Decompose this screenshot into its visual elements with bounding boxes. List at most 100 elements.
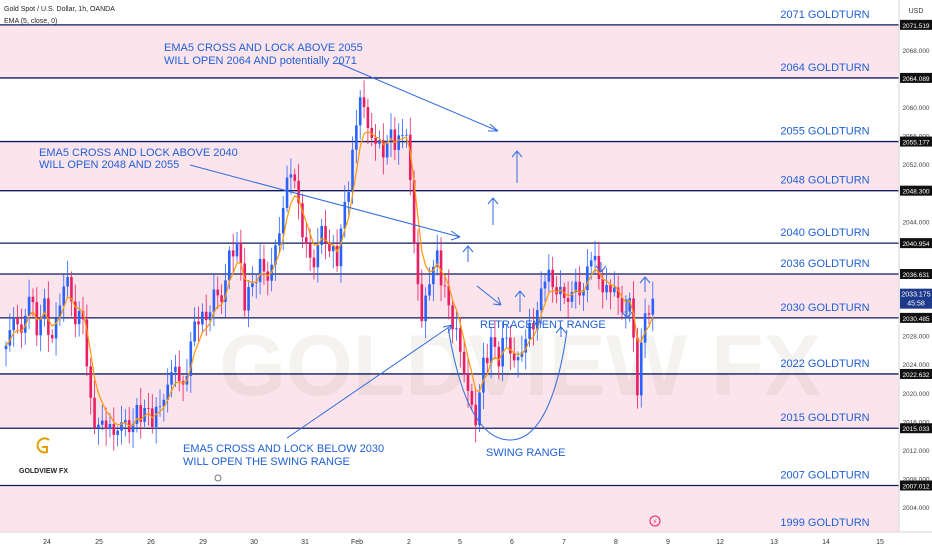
arrow-up-1 xyxy=(462,245,474,262)
ema-line xyxy=(5,131,654,427)
y-tick-11: 2004.000 xyxy=(902,505,929,512)
level-tag-bg-1 xyxy=(900,72,932,83)
lightning-event-icon[interactable] xyxy=(649,515,661,527)
level-label-4: 2040 GOLDTURN xyxy=(780,227,869,239)
candle-body-100 xyxy=(389,129,393,141)
candle-body-89 xyxy=(347,192,350,202)
level-price-tags: 2071.519 2064.089 2055.177 2048.300 2040.954… xyxy=(900,19,932,491)
candle-body-41 xyxy=(162,399,166,407)
candle-body-106 xyxy=(412,179,416,244)
chart-header: Gold Spot / U.S. Dollar, 1h, OANDA EMA (… xyxy=(4,6,115,25)
candle-body-63 xyxy=(247,287,250,311)
candle-body-120 xyxy=(466,373,470,391)
zone-3 xyxy=(0,373,899,429)
currency-label: USD xyxy=(909,8,924,15)
candle-body-7 xyxy=(31,296,35,303)
candle-body-160 xyxy=(620,297,624,313)
candle-body-10 xyxy=(43,298,46,319)
candle-body-107 xyxy=(416,243,420,285)
candle-body-70 xyxy=(274,245,277,265)
arrow-up-2 xyxy=(487,197,499,225)
candle-body-128 xyxy=(497,346,501,367)
arrow-to-2064-head xyxy=(488,123,499,132)
indicator-legend[interactable]: EMA (5, close, 0) xyxy=(4,18,57,25)
candle-body-58 xyxy=(228,250,231,281)
goldview-logo-text: GOLDVIEW FX xyxy=(19,468,68,475)
candle-body-110 xyxy=(428,284,431,296)
x-tick-4: 30 xyxy=(250,539,258,546)
event-marker-icon[interactable] xyxy=(214,474,222,482)
candle-body-85 xyxy=(331,245,335,252)
x-tick-5: 31 xyxy=(301,539,309,546)
level-label-1: 2064 GOLDTURN xyxy=(780,62,869,74)
candle-body-57 xyxy=(224,280,227,302)
level-label-5: 2036 GOLDTURN xyxy=(780,258,869,270)
candle-body-155 xyxy=(601,278,605,293)
annotation-2040-line1: EMA5 CROSS AND LOCK ABOVE 2040 xyxy=(39,147,238,159)
candle-body-109 xyxy=(424,295,427,322)
x-tick-14: 13 xyxy=(770,539,778,546)
candle-body-157 xyxy=(609,285,612,293)
candle-body-54 xyxy=(212,289,216,313)
candle-body-132 xyxy=(512,353,516,361)
x-tick-6: Feb xyxy=(351,539,363,546)
annotation-2055-line2: WILL OPEN 2064 AND potentially 2071 xyxy=(164,55,357,67)
candlestick-series xyxy=(4,80,655,451)
candle-body-142 xyxy=(551,269,554,288)
candle-body-154 xyxy=(597,255,601,279)
candle-body-150 xyxy=(582,290,585,296)
arrow-down-2 xyxy=(595,262,607,273)
arrow-retrace-down xyxy=(476,285,502,306)
candle-body-15 xyxy=(62,286,66,306)
candle-body-31 xyxy=(124,420,127,423)
level-label-9: 2007 GOLDTURN xyxy=(780,469,869,481)
candle-body-17 xyxy=(70,277,73,302)
candle-body-146 xyxy=(566,298,570,302)
candle-body-77 xyxy=(301,203,304,238)
candle-body-25 xyxy=(100,420,104,425)
x-tick-8: 5 xyxy=(458,539,462,546)
symbol-title[interactable]: Gold Spot / U.S. Dollar, 1h, OANDA xyxy=(4,6,115,13)
candle-body-74 xyxy=(289,174,293,178)
watermark-text: GOLDVIEW FX xyxy=(219,318,821,414)
level-tag-4: 2040.954 xyxy=(902,241,929,248)
level-tag-5: 2036.631 xyxy=(902,272,929,279)
annotation-2055-line1: EMA5 CROSS AND LOCK ABOVE 2055 xyxy=(164,42,363,54)
candle-body-19 xyxy=(77,310,81,325)
level-tag-7: 2022.632 xyxy=(902,372,929,379)
y-tick-8: 2016.000 xyxy=(902,419,929,426)
candle-body-52 xyxy=(204,311,208,321)
arrow-up-3 xyxy=(511,150,523,183)
candle-body-2 xyxy=(12,317,15,331)
candle-body-130 xyxy=(505,337,508,339)
candle-body-44 xyxy=(174,366,177,373)
candle-body-53 xyxy=(208,312,212,321)
candle-body-104 xyxy=(405,134,408,136)
level-label-6: 2030 GOLDTURN xyxy=(780,302,869,314)
candle-body-45 xyxy=(177,366,181,382)
arrow-to-2064 xyxy=(337,62,499,132)
candle-body-3 xyxy=(16,317,19,325)
candle-body-61 xyxy=(239,242,243,264)
y-tick-0: 2068.000 xyxy=(902,48,929,55)
candle-body-97 xyxy=(378,140,381,144)
goldturn-levels: 2071 GOLDTURN 2064 GOLDTURN 2055 GOLDTURN 2… xyxy=(0,9,899,529)
candle-body-36 xyxy=(143,407,146,422)
candle-body-4 xyxy=(20,324,23,333)
time-axis[interactable]: 24 25 26 29 30 31 Feb 2 5 6 7 8 9 12 13 14 15 xyxy=(0,531,932,550)
annotation-2040-line2: WILL OPEN 2048 AND 2055 xyxy=(39,159,179,171)
y-tick-1: 2060.000 xyxy=(902,105,929,112)
candle-body-43 xyxy=(170,372,173,385)
level-tag-0: 2071.519 xyxy=(902,23,929,30)
candle-body-90 xyxy=(351,149,354,193)
candle-body-115 xyxy=(447,286,451,306)
candle-body-94 xyxy=(366,107,370,128)
price-axis[interactable]: USD 2068.0002060.0002056.0002052.0002044… xyxy=(898,0,932,550)
candle-body-93 xyxy=(362,97,366,108)
candle-body-161 xyxy=(624,311,628,313)
candle-body-13 xyxy=(54,318,58,339)
candle-body-73 xyxy=(285,177,289,209)
level-tag-9: 2007.012 xyxy=(902,483,929,490)
arrow-up-5 xyxy=(555,326,567,337)
